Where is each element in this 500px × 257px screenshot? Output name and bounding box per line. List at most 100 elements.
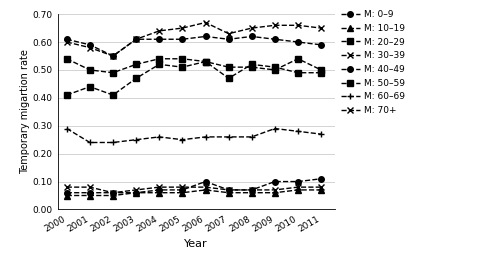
M: 10–19: (2e+03, 0.06): 10–19: (2e+03, 0.06) (133, 191, 139, 194)
M: 50–59: (2e+03, 0.54): 50–59: (2e+03, 0.54) (64, 57, 70, 60)
M: 50–59: (2.01e+03, 0.5): 50–59: (2.01e+03, 0.5) (318, 68, 324, 71)
Y-axis label: Temporary migartion rate: Temporary migartion rate (20, 49, 30, 174)
M: 70+: (2e+03, 0.08): 70+: (2e+03, 0.08) (156, 186, 162, 189)
M: 30–39: (2.01e+03, 0.66): 30–39: (2.01e+03, 0.66) (272, 24, 278, 27)
M: 10–19: (2e+03, 0.05): 10–19: (2e+03, 0.05) (64, 194, 70, 197)
Line: M: 10–19: M: 10–19 (64, 187, 324, 198)
M: 50–59: (2.01e+03, 0.54): 50–59: (2.01e+03, 0.54) (295, 57, 301, 60)
M: 0–9: (2e+03, 0.07): 0–9: (2e+03, 0.07) (180, 188, 186, 191)
M: 10–19: (2.01e+03, 0.07): 10–19: (2.01e+03, 0.07) (318, 188, 324, 191)
M: 0–9: (2.01e+03, 0.07): 0–9: (2.01e+03, 0.07) (226, 188, 232, 191)
M: 20–29: (2e+03, 0.41): 20–29: (2e+03, 0.41) (110, 94, 116, 97)
M: 10–19: (2e+03, 0.05): 10–19: (2e+03, 0.05) (87, 194, 93, 197)
Line: M: 70+: M: 70+ (64, 184, 324, 196)
M: 70+: (2.01e+03, 0.08): 70+: (2.01e+03, 0.08) (202, 186, 208, 189)
M: 40–49: (2e+03, 0.61): 40–49: (2e+03, 0.61) (180, 38, 186, 41)
M: 30–39: (2.01e+03, 0.66): 30–39: (2.01e+03, 0.66) (295, 24, 301, 27)
M: 0–9: (2e+03, 0.06): 0–9: (2e+03, 0.06) (87, 191, 93, 194)
M: 10–19: (2.01e+03, 0.07): 10–19: (2.01e+03, 0.07) (295, 188, 301, 191)
M: 40–49: (2e+03, 0.59): 40–49: (2e+03, 0.59) (87, 43, 93, 46)
M: 20–29: (2e+03, 0.51): 20–29: (2e+03, 0.51) (180, 66, 186, 69)
M: 40–49: (2.01e+03, 0.62): 40–49: (2.01e+03, 0.62) (202, 35, 208, 38)
M: 10–19: (2e+03, 0.05): 10–19: (2e+03, 0.05) (110, 194, 116, 197)
M: 70+: (2.01e+03, 0.08): 70+: (2.01e+03, 0.08) (295, 186, 301, 189)
M: 70+: (2.01e+03, 0.07): 70+: (2.01e+03, 0.07) (226, 188, 232, 191)
M: 20–29: (2.01e+03, 0.49): 20–29: (2.01e+03, 0.49) (318, 71, 324, 74)
M: 40–49: (2.01e+03, 0.59): 40–49: (2.01e+03, 0.59) (318, 43, 324, 46)
M: 30–39: (2e+03, 0.64): 30–39: (2e+03, 0.64) (156, 29, 162, 32)
M: 0–9: (2e+03, 0.06): 0–9: (2e+03, 0.06) (110, 191, 116, 194)
M: 70+: (2.01e+03, 0.08): 70+: (2.01e+03, 0.08) (318, 186, 324, 189)
M: 0–9: (2e+03, 0.07): 0–9: (2e+03, 0.07) (156, 188, 162, 191)
M: 50–59: (2e+03, 0.52): 50–59: (2e+03, 0.52) (133, 63, 139, 66)
M: 60–69: (2.01e+03, 0.29): 60–69: (2.01e+03, 0.29) (272, 127, 278, 130)
M: 70+: (2e+03, 0.06): 70+: (2e+03, 0.06) (110, 191, 116, 194)
M: 10–19: (2e+03, 0.06): 10–19: (2e+03, 0.06) (156, 191, 162, 194)
M: 60–69: (2.01e+03, 0.26): 60–69: (2.01e+03, 0.26) (202, 135, 208, 139)
M: 40–49: (2.01e+03, 0.61): 40–49: (2.01e+03, 0.61) (226, 38, 232, 41)
M: 20–29: (2.01e+03, 0.49): 20–29: (2.01e+03, 0.49) (295, 71, 301, 74)
M: 10–19: (2.01e+03, 0.06): 10–19: (2.01e+03, 0.06) (249, 191, 255, 194)
M: 10–19: (2.01e+03, 0.06): 10–19: (2.01e+03, 0.06) (226, 191, 232, 194)
M: 50–59: (2.01e+03, 0.53): 50–59: (2.01e+03, 0.53) (202, 60, 208, 63)
M: 30–39: (2e+03, 0.6): 30–39: (2e+03, 0.6) (64, 41, 70, 44)
M: 40–49: (2e+03, 0.61): 40–49: (2e+03, 0.61) (64, 38, 70, 41)
Line: M: 60–69: M: 60–69 (64, 126, 324, 145)
M: 50–59: (2.01e+03, 0.51): 50–59: (2.01e+03, 0.51) (226, 66, 232, 69)
M: 60–69: (2.01e+03, 0.27): 60–69: (2.01e+03, 0.27) (318, 133, 324, 136)
M: 60–69: (2.01e+03, 0.26): 60–69: (2.01e+03, 0.26) (226, 135, 232, 139)
X-axis label: Year: Year (184, 239, 208, 249)
M: 10–19: (2e+03, 0.06): 10–19: (2e+03, 0.06) (180, 191, 186, 194)
Legend: M: 0–9, M: 10–19, M: 20–29, M: 30–39, M: 40–49, M: 50–59, M: 60–69, M: 70+: M: 0–9, M: 10–19, M: 20–29, M: 30–39, M:… (340, 10, 405, 115)
M: 50–59: (2e+03, 0.54): 50–59: (2e+03, 0.54) (156, 57, 162, 60)
M: 40–49: (2e+03, 0.55): 40–49: (2e+03, 0.55) (110, 54, 116, 58)
M: 70+: (2e+03, 0.08): 70+: (2e+03, 0.08) (87, 186, 93, 189)
M: 10–19: (2.01e+03, 0.07): 10–19: (2.01e+03, 0.07) (202, 188, 208, 191)
M: 30–39: (2.01e+03, 0.65): 30–39: (2.01e+03, 0.65) (318, 26, 324, 30)
M: 60–69: (2e+03, 0.26): 60–69: (2e+03, 0.26) (156, 135, 162, 139)
M: 40–49: (2.01e+03, 0.6): 40–49: (2.01e+03, 0.6) (295, 41, 301, 44)
M: 20–29: (2.01e+03, 0.52): 20–29: (2.01e+03, 0.52) (249, 63, 255, 66)
M: 50–59: (2e+03, 0.54): 50–59: (2e+03, 0.54) (180, 57, 186, 60)
M: 20–29: (2e+03, 0.52): 20–29: (2e+03, 0.52) (156, 63, 162, 66)
M: 0–9: (2.01e+03, 0.1): 0–9: (2.01e+03, 0.1) (295, 180, 301, 183)
M: 30–39: (2.01e+03, 0.63): 30–39: (2.01e+03, 0.63) (226, 32, 232, 35)
M: 20–29: (2e+03, 0.41): 20–29: (2e+03, 0.41) (64, 94, 70, 97)
M: 60–69: (2e+03, 0.24): 60–69: (2e+03, 0.24) (110, 141, 116, 144)
M: 60–69: (2.01e+03, 0.28): 60–69: (2.01e+03, 0.28) (295, 130, 301, 133)
M: 70+: (2.01e+03, 0.07): 70+: (2.01e+03, 0.07) (272, 188, 278, 191)
M: 40–49: (2.01e+03, 0.61): 40–49: (2.01e+03, 0.61) (272, 38, 278, 41)
M: 20–29: (2.01e+03, 0.53): 20–29: (2.01e+03, 0.53) (202, 60, 208, 63)
Line: M: 0–9: M: 0–9 (64, 176, 324, 196)
M: 60–69: (2e+03, 0.29): 60–69: (2e+03, 0.29) (64, 127, 70, 130)
M: 30–39: (2e+03, 0.58): 30–39: (2e+03, 0.58) (87, 46, 93, 49)
M: 30–39: (2e+03, 0.65): 30–39: (2e+03, 0.65) (180, 26, 186, 30)
M: 30–39: (2.01e+03, 0.67): 30–39: (2.01e+03, 0.67) (202, 21, 208, 24)
M: 50–59: (2.01e+03, 0.5): 50–59: (2.01e+03, 0.5) (272, 68, 278, 71)
M: 30–39: (2.01e+03, 0.65): 30–39: (2.01e+03, 0.65) (249, 26, 255, 30)
M: 30–39: (2e+03, 0.61): 30–39: (2e+03, 0.61) (133, 38, 139, 41)
M: 60–69: (2e+03, 0.25): 60–69: (2e+03, 0.25) (180, 138, 186, 141)
Line: M: 20–29: M: 20–29 (64, 59, 324, 98)
M: 70+: (2e+03, 0.08): 70+: (2e+03, 0.08) (180, 186, 186, 189)
M: 0–9: (2.01e+03, 0.07): 0–9: (2.01e+03, 0.07) (249, 188, 255, 191)
M: 70+: (2e+03, 0.07): 70+: (2e+03, 0.07) (133, 188, 139, 191)
Line: M: 30–39: M: 30–39 (64, 20, 324, 59)
M: 0–9: (2.01e+03, 0.1): 0–9: (2.01e+03, 0.1) (202, 180, 208, 183)
M: 50–59: (2.01e+03, 0.51): 50–59: (2.01e+03, 0.51) (249, 66, 255, 69)
M: 20–29: (2e+03, 0.47): 20–29: (2e+03, 0.47) (133, 77, 139, 80)
M: 60–69: (2e+03, 0.24): 60–69: (2e+03, 0.24) (87, 141, 93, 144)
M: 60–69: (2.01e+03, 0.26): 60–69: (2.01e+03, 0.26) (249, 135, 255, 139)
M: 0–9: (2e+03, 0.06): 0–9: (2e+03, 0.06) (64, 191, 70, 194)
M: 20–29: (2e+03, 0.44): 20–29: (2e+03, 0.44) (87, 85, 93, 88)
Line: M: 40–49: M: 40–49 (64, 34, 324, 59)
M: 40–49: (2e+03, 0.61): 40–49: (2e+03, 0.61) (133, 38, 139, 41)
M: 10–19: (2.01e+03, 0.06): 10–19: (2.01e+03, 0.06) (272, 191, 278, 194)
M: 60–69: (2e+03, 0.25): 60–69: (2e+03, 0.25) (133, 138, 139, 141)
M: 50–59: (2e+03, 0.49): 50–59: (2e+03, 0.49) (110, 71, 116, 74)
M: 0–9: (2.01e+03, 0.1): 0–9: (2.01e+03, 0.1) (272, 180, 278, 183)
M: 30–39: (2e+03, 0.55): 30–39: (2e+03, 0.55) (110, 54, 116, 58)
M: 20–29: (2.01e+03, 0.51): 20–29: (2.01e+03, 0.51) (272, 66, 278, 69)
Line: M: 50–59: M: 50–59 (64, 56, 324, 76)
M: 40–49: (2e+03, 0.61): 40–49: (2e+03, 0.61) (156, 38, 162, 41)
